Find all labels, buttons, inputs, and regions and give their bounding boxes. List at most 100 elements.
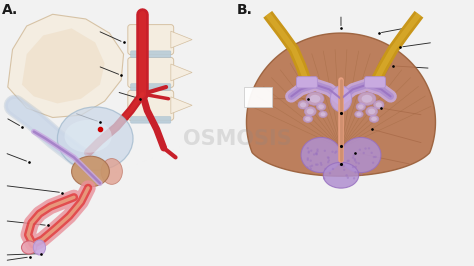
Circle shape bbox=[332, 156, 335, 159]
Circle shape bbox=[363, 149, 365, 151]
Polygon shape bbox=[171, 31, 192, 48]
Circle shape bbox=[365, 173, 367, 175]
Ellipse shape bbox=[64, 120, 112, 153]
Circle shape bbox=[366, 151, 368, 153]
Ellipse shape bbox=[355, 111, 363, 118]
Circle shape bbox=[338, 168, 340, 170]
Circle shape bbox=[361, 176, 363, 178]
Ellipse shape bbox=[57, 107, 133, 170]
FancyBboxPatch shape bbox=[128, 90, 173, 120]
Circle shape bbox=[322, 147, 324, 149]
Circle shape bbox=[373, 166, 375, 168]
Ellipse shape bbox=[358, 105, 364, 109]
Ellipse shape bbox=[304, 107, 316, 116]
Circle shape bbox=[309, 168, 311, 170]
Circle shape bbox=[325, 147, 327, 149]
Circle shape bbox=[340, 150, 343, 152]
Circle shape bbox=[336, 157, 338, 160]
Circle shape bbox=[306, 159, 308, 161]
Circle shape bbox=[348, 160, 351, 163]
FancyBboxPatch shape bbox=[128, 24, 173, 55]
Ellipse shape bbox=[307, 109, 314, 114]
Circle shape bbox=[311, 154, 313, 156]
Ellipse shape bbox=[366, 107, 378, 116]
Ellipse shape bbox=[306, 92, 324, 105]
FancyBboxPatch shape bbox=[131, 84, 171, 90]
Ellipse shape bbox=[376, 102, 382, 107]
Ellipse shape bbox=[323, 162, 359, 188]
Ellipse shape bbox=[320, 112, 326, 116]
Ellipse shape bbox=[298, 101, 309, 109]
Circle shape bbox=[315, 172, 317, 174]
Ellipse shape bbox=[319, 111, 327, 118]
Circle shape bbox=[322, 147, 325, 150]
Circle shape bbox=[350, 176, 352, 178]
Ellipse shape bbox=[356, 103, 365, 110]
Ellipse shape bbox=[374, 101, 384, 109]
Circle shape bbox=[321, 161, 323, 164]
Circle shape bbox=[365, 177, 368, 179]
Ellipse shape bbox=[362, 95, 373, 103]
Ellipse shape bbox=[101, 159, 122, 184]
Circle shape bbox=[329, 169, 331, 171]
Circle shape bbox=[319, 160, 322, 163]
Circle shape bbox=[331, 150, 334, 152]
Circle shape bbox=[315, 171, 318, 173]
Circle shape bbox=[330, 171, 332, 173]
Circle shape bbox=[310, 169, 312, 171]
Circle shape bbox=[346, 169, 348, 172]
Circle shape bbox=[314, 162, 316, 164]
Polygon shape bbox=[171, 64, 192, 81]
Ellipse shape bbox=[301, 138, 341, 173]
Text: OSMOSIS: OSMOSIS bbox=[182, 129, 292, 149]
Circle shape bbox=[319, 162, 321, 164]
Ellipse shape bbox=[310, 95, 320, 103]
Circle shape bbox=[337, 166, 339, 168]
Ellipse shape bbox=[72, 156, 109, 187]
Polygon shape bbox=[8, 14, 124, 118]
Ellipse shape bbox=[303, 115, 313, 122]
Circle shape bbox=[316, 150, 318, 152]
Circle shape bbox=[328, 156, 330, 159]
Ellipse shape bbox=[305, 117, 311, 121]
Circle shape bbox=[339, 157, 341, 159]
Circle shape bbox=[355, 149, 357, 151]
Ellipse shape bbox=[369, 115, 379, 122]
FancyBboxPatch shape bbox=[131, 51, 171, 57]
Circle shape bbox=[352, 151, 354, 154]
Circle shape bbox=[347, 153, 350, 156]
Circle shape bbox=[313, 165, 315, 167]
Circle shape bbox=[351, 164, 354, 167]
Circle shape bbox=[356, 169, 358, 172]
Ellipse shape bbox=[358, 92, 376, 105]
Polygon shape bbox=[22, 28, 105, 103]
Ellipse shape bbox=[318, 105, 324, 109]
Circle shape bbox=[311, 168, 313, 170]
FancyBboxPatch shape bbox=[244, 87, 272, 107]
Text: B.: B. bbox=[237, 3, 253, 17]
Circle shape bbox=[351, 175, 354, 177]
FancyBboxPatch shape bbox=[131, 117, 171, 123]
Circle shape bbox=[367, 175, 369, 178]
Circle shape bbox=[350, 172, 352, 175]
Ellipse shape bbox=[21, 241, 36, 254]
Ellipse shape bbox=[371, 117, 377, 121]
Circle shape bbox=[368, 172, 370, 174]
Text: A.: A. bbox=[1, 3, 18, 17]
Circle shape bbox=[336, 177, 338, 179]
Ellipse shape bbox=[356, 112, 362, 116]
Ellipse shape bbox=[330, 86, 352, 112]
FancyBboxPatch shape bbox=[365, 77, 385, 88]
Circle shape bbox=[335, 157, 337, 160]
Circle shape bbox=[366, 155, 368, 157]
Circle shape bbox=[362, 172, 365, 174]
Ellipse shape bbox=[368, 109, 375, 114]
Circle shape bbox=[365, 165, 368, 167]
Circle shape bbox=[354, 153, 356, 156]
Circle shape bbox=[346, 148, 348, 151]
Ellipse shape bbox=[300, 102, 306, 107]
Circle shape bbox=[337, 156, 339, 158]
Circle shape bbox=[310, 148, 313, 150]
FancyBboxPatch shape bbox=[297, 77, 318, 88]
Circle shape bbox=[374, 158, 376, 160]
